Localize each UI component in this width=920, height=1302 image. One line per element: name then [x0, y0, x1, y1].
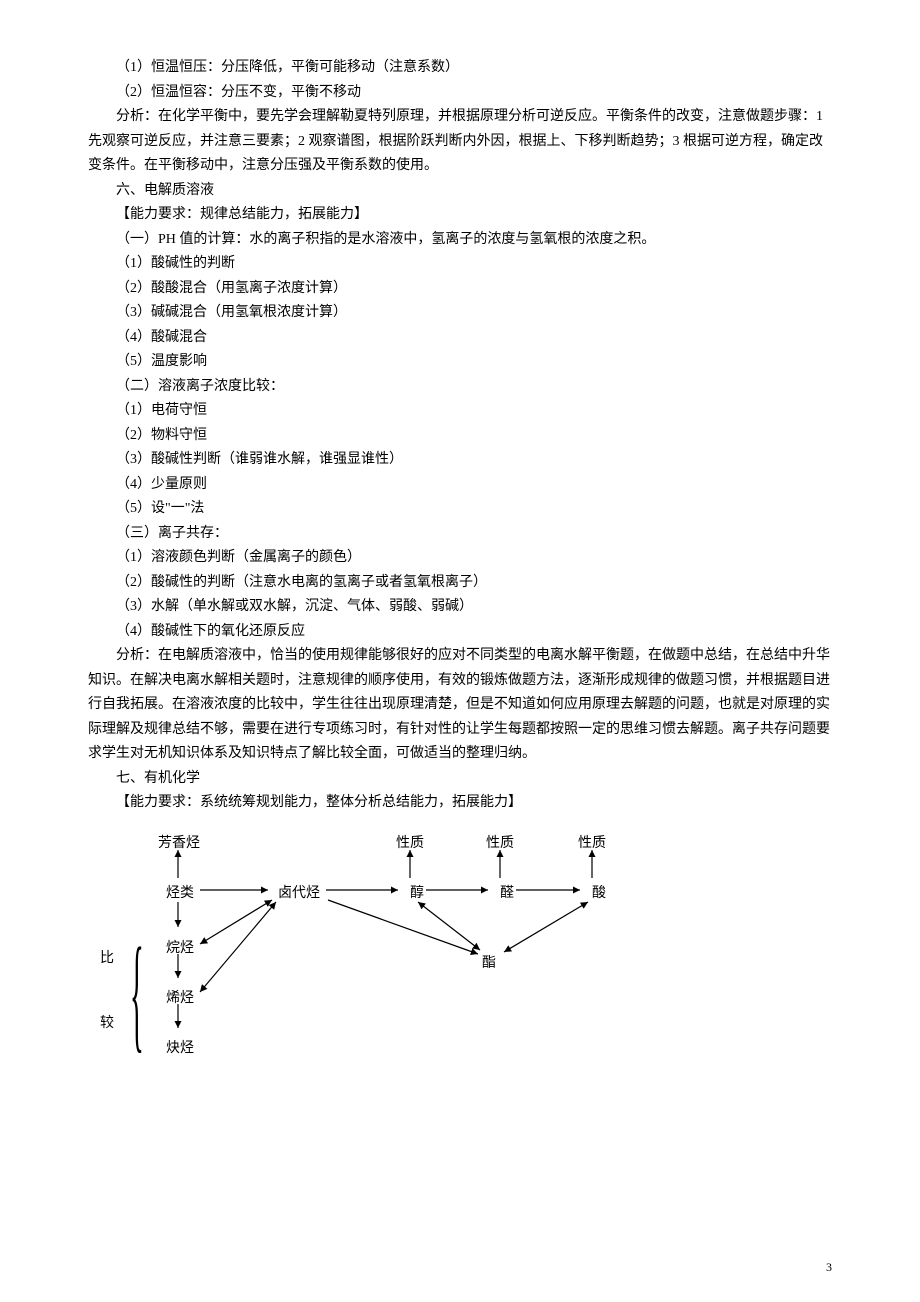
label-compare-2: 较: [100, 1012, 114, 1037]
node-alkane: 烷烃: [166, 937, 194, 962]
line: （3）碱碱混合（用氢氧根浓度计算）: [88, 301, 832, 326]
line: （3）水解（单水解或双水解，沉淀、气体、弱酸、弱碱）: [88, 595, 832, 620]
node-aromatic: 芳香烃: [158, 832, 200, 857]
page-number: 3: [826, 1257, 832, 1278]
line: （5）设"一"法: [88, 497, 832, 522]
line: （2）酸碱性的判断（注意水电离的氢离子或者氢氧根离子）: [88, 571, 832, 596]
node-ester: 酯: [482, 952, 496, 977]
node-property-1: 性质: [396, 832, 424, 857]
node-alcohol: 醇: [410, 882, 424, 907]
analysis-paragraph: 分析：在化学平衡中，要先学会理解勒夏特列原理，并根据原理分析可逆反应。平衡条件的…: [88, 105, 832, 179]
section-heading-7: 七、有机化学: [88, 767, 832, 792]
node-haloalkane: 卤代烃: [278, 882, 320, 907]
section-heading-6: 六、电解质溶液: [88, 179, 832, 204]
node-alkene: 烯烃: [166, 987, 194, 1012]
ability-req: 【能力要求：规律总结能力，拓展能力】: [88, 203, 832, 228]
line: （一）PH 值的计算：水的离子积指的是水溶液中，氢离子的浓度与氢氧根的浓度之积。: [88, 228, 832, 253]
document-page: （1）恒温恒压：分压降低，平衡可能移动（注意系数） （2）恒温恒容：分压不变，平…: [0, 0, 920, 1302]
line: （4）少量原则: [88, 473, 832, 498]
line: （1）酸碱性的判断: [88, 252, 832, 277]
ability-req: 【能力要求：系统统筹规划能力，整体分析总结能力，拓展能力】: [88, 791, 832, 816]
line: （二）溶液离子浓度比较：: [88, 375, 832, 400]
label-compare-1: 比: [100, 947, 114, 972]
node-property-2: 性质: [486, 832, 514, 857]
node-acid: 酸: [592, 882, 606, 907]
node-property-3: 性质: [578, 832, 606, 857]
organic-chemistry-diagram: 芳香烃 烃类 卤代烃 醇 醛 酸 性质 性质 性质 烷烃 烯烃 炔烃 酯 { 比…: [88, 822, 728, 1102]
line: （4）酸碱性下的氧化还原反应: [88, 620, 832, 645]
line: （1）溶液颜色判断（金属离子的颜色）: [88, 546, 832, 571]
node-hydrocarbon: 烃类: [166, 882, 194, 907]
line: （5）温度影响: [88, 350, 832, 375]
line: （1）恒温恒压：分压降低，平衡可能移动（注意系数）: [88, 56, 832, 81]
line: （三）离子共存：: [88, 522, 832, 547]
line: （2）恒温恒容：分压不变，平衡不移动: [88, 81, 832, 106]
node-aldehyde: 醛: [500, 882, 514, 907]
line: （2）酸酸混合（用氢离子浓度计算）: [88, 277, 832, 302]
node-alkyne: 炔烃: [166, 1037, 194, 1062]
line: （2）物料守恒: [88, 424, 832, 449]
line: （1）电荷守恒: [88, 399, 832, 424]
line: （4）酸碱混合: [88, 326, 832, 351]
brace-icon: {: [130, 930, 144, 1058]
analysis-paragraph: 分析：在电解质溶液中，恰当的使用规律能够很好的应对不同类型的电离水解平衡题，在做…: [88, 644, 832, 767]
line: （3）酸碱性判断（谁弱谁水解，谁强显谁性）: [88, 448, 832, 473]
